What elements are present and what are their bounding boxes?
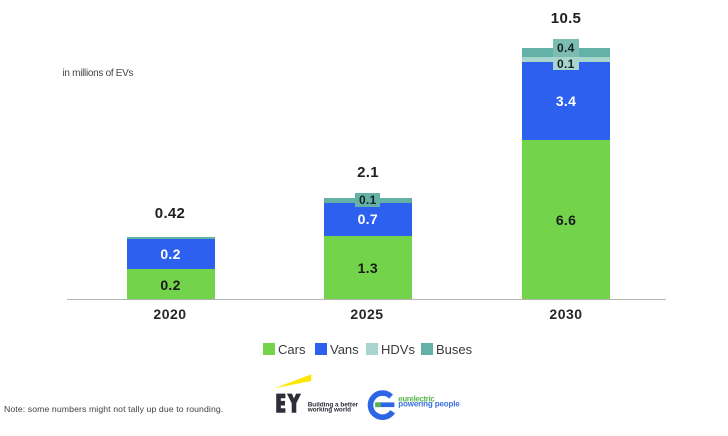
svg-text:eurelectric: eurelectric — [398, 395, 435, 404]
svg-text:working world: working world — [307, 407, 351, 414]
svg-text:Building a better: Building a better — [308, 401, 359, 408]
svg-text:powering people: powering people — [398, 399, 460, 408]
